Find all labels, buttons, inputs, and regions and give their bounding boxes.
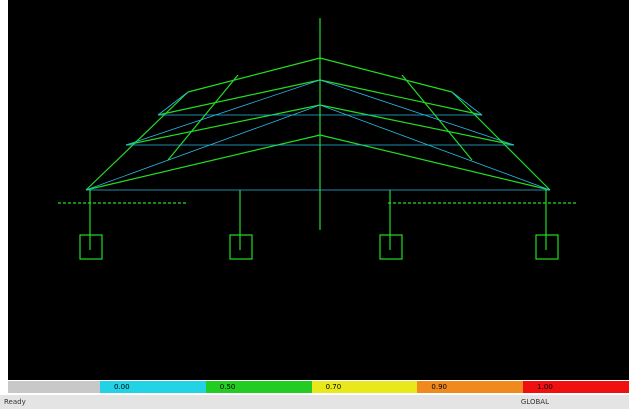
legend-stop: 0.50	[206, 381, 312, 393]
screen: 0.000.500.700.901.00 Ready GLOBAL	[0, 0, 629, 409]
status-left: Ready	[4, 398, 26, 406]
truss	[58, 18, 578, 259]
legend-stop: 0.00	[100, 381, 206, 393]
legend-stop: 1.00	[523, 381, 629, 393]
viewport	[8, 0, 629, 380]
legend-stop: 0.90	[417, 381, 523, 393]
status-bar: Ready GLOBAL	[0, 395, 629, 409]
status-right: GLOBAL	[521, 398, 549, 406]
legend-stop: 0.70	[312, 381, 418, 393]
